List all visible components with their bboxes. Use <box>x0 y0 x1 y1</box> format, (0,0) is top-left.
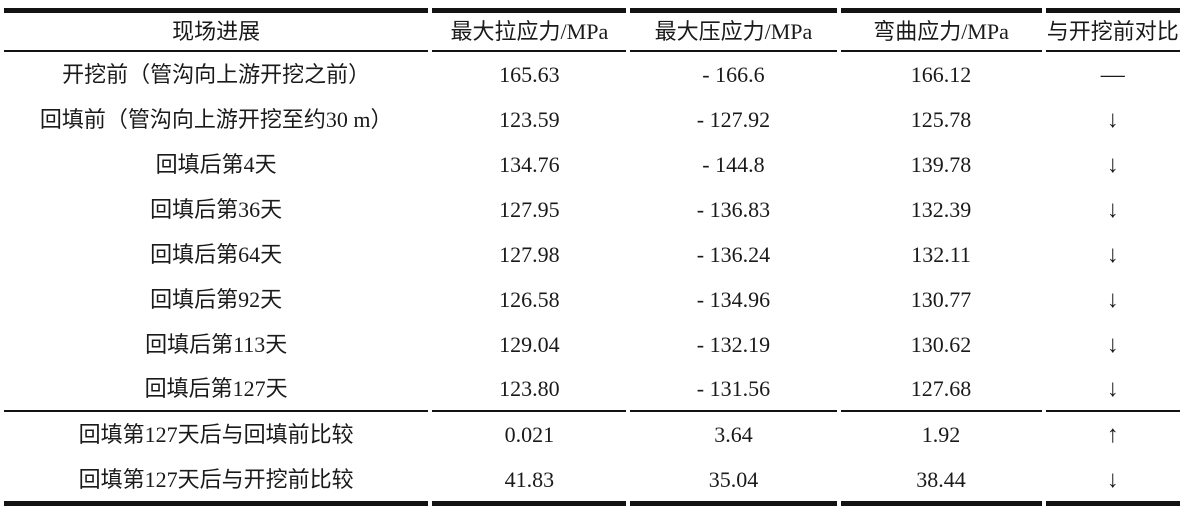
row-label-cell: 回填后第64天 <box>150 241 283 267</box>
tensile-value-cell: 123.80 <box>432 367 627 412</box>
tensile-value-cell: 123.59 <box>499 106 560 132</box>
column-header-comparison: 与开挖前对比 <box>1045 8 1180 52</box>
comparison-arrow-cell: ↓ <box>1106 241 1119 268</box>
compressive-value-cell: - 136.24 <box>696 241 771 267</box>
comparison-arrow-cell: — <box>1100 61 1125 88</box>
tensile-value-cell: 0.021 <box>504 422 555 447</box>
comparison-arrow-cell: ↑ <box>1106 422 1119 448</box>
bending-value-cell: 132.11 <box>911 241 971 267</box>
header-row: 现场进展 最大拉应力/MPa 最大压应力/MPa 弯曲应力/MPa 与开挖前对比 <box>4 8 1180 52</box>
tensile-value-cell: 127.95 <box>499 196 560 222</box>
row-label-cell: 回填第127天后与回填前比较 <box>78 422 354 447</box>
row-label-cell: 回填后第92天 <box>150 286 283 312</box>
compressive-value-cell: - 144.8 <box>702 151 765 177</box>
comparison-arrow-cell: ↓ <box>1045 458 1180 506</box>
compressive-value-cell: - 134.96 <box>696 286 771 312</box>
table-row: 回填后第64天 127.98 - 136.24 132.11 ↓ <box>4 232 1180 277</box>
stress-table: 现场进展 最大拉应力/MPa 最大压应力/MPa 弯曲应力/MPa 与开挖前对比… <box>0 8 1184 506</box>
compressive-value-cell: - 131.56 <box>630 367 837 412</box>
compressive-value-cell: - 166.6 <box>702 61 765 87</box>
column-header-progress: 现场进展 <box>4 8 429 52</box>
table-row: 开挖前（管沟向上游开挖之前） 165.63 - 166.6 166.12 — <box>4 52 1180 97</box>
table-row: 回填后第92天 126.58 - 134.96 130.77 ↓ <box>4 277 1180 322</box>
compressive-value-cell: 3.64 <box>714 422 753 447</box>
table-row: 回填后第113天 129.04 - 132.19 130.62 ↓ <box>4 322 1180 367</box>
table-row: 回填前（管沟向上游开挖至约30 m） 123.59 - 127.92 125.78 ↓ <box>4 97 1180 142</box>
table-row: 回填第127天后与开挖前比较 41.83 35.04 38.44 ↓ <box>4 458 1180 506</box>
tensile-value-cell: 134.76 <box>499 151 560 177</box>
table-body-main: 开挖前（管沟向上游开挖之前） 165.63 - 166.6 166.12 — 回填前（管沟… <box>4 52 1180 412</box>
bending-value-cell: 130.62 <box>910 331 972 357</box>
row-label-cell: 回填后第36天 <box>150 196 283 222</box>
table-body-summary: 回填第127天后与回填前比较 0.021 3.64 1.92 ↑ 回填第127天后与开挖前… <box>4 412 1180 506</box>
table-header: 现场进展 最大拉应力/MPa 最大压应力/MPa 弯曲应力/MPa 与开挖前对比 <box>4 8 1180 52</box>
row-label-cell: 回填后第4天 <box>155 151 277 177</box>
table-row: 回填后第127天 123.80- 131.56 127.68 ↓ <box>4 367 1180 412</box>
comparison-arrow-cell: ↓ <box>1106 196 1119 223</box>
bending-value-cell: 166.12 <box>910 61 972 87</box>
row-label-cell: 回填第127天后与开挖前比较 <box>4 458 429 506</box>
tensile-value-cell: 127.98 <box>499 241 560 267</box>
tensile-value-cell: 41.83 <box>432 458 627 506</box>
comparison-arrow-cell: ↓ <box>1045 367 1180 412</box>
bending-value-cell: 38.44 <box>840 458 1042 506</box>
row-label-cell: 回填前（管沟向上游开挖至约30 m） <box>39 106 393 132</box>
comparison-arrow-cell: ↓ <box>1106 331 1119 358</box>
bending-value-cell: 139.78 <box>910 151 972 177</box>
row-label-cell: 开挖前（管沟向上游开挖之前） <box>62 61 371 87</box>
tensile-value-cell: 165.63 <box>499 61 560 87</box>
row-label-cell: 回填后第127天 <box>4 367 429 412</box>
comparison-arrow-cell: ↓ <box>1106 286 1119 313</box>
row-label-cell: 回填后第113天 <box>145 331 288 357</box>
table-row: 回填后第36天 127.95 - 136.83 132.39 ↓ <box>4 187 1180 232</box>
column-header-bending: 弯曲应力/MPa <box>840 8 1042 52</box>
comparison-arrow-cell: ↓ <box>1106 106 1119 133</box>
table-row: 回填第127天后与回填前比较 0.021 3.64 1.92 ↑ <box>4 412 1180 458</box>
compressive-value-cell: - 136.83 <box>696 196 771 222</box>
compressive-value-cell: - 127.92 <box>696 106 771 132</box>
bending-value-cell: 132.39 <box>910 196 972 222</box>
column-header-compressive: 最大压应力/MPa <box>630 8 837 52</box>
comparison-arrow-cell: ↓ <box>1106 151 1119 178</box>
compressive-value-cell: - 132.19 <box>696 331 771 357</box>
bending-value-cell: 125.78 <box>910 106 972 132</box>
table-row: 回填后第4天 134.76 - 144.8 139.78 ↓ <box>4 142 1180 187</box>
bending-value-cell: 130.77 <box>910 286 972 312</box>
bending-value-cell: 127.68 <box>840 367 1042 412</box>
bending-value-cell: 1.92 <box>921 422 961 447</box>
tensile-value-cell: 129.04 <box>499 331 560 357</box>
column-header-tensile: 最大拉应力/MPa <box>432 8 627 52</box>
compressive-value-cell: 35.04 <box>630 458 837 506</box>
tensile-value-cell: 126.58 <box>499 286 560 312</box>
